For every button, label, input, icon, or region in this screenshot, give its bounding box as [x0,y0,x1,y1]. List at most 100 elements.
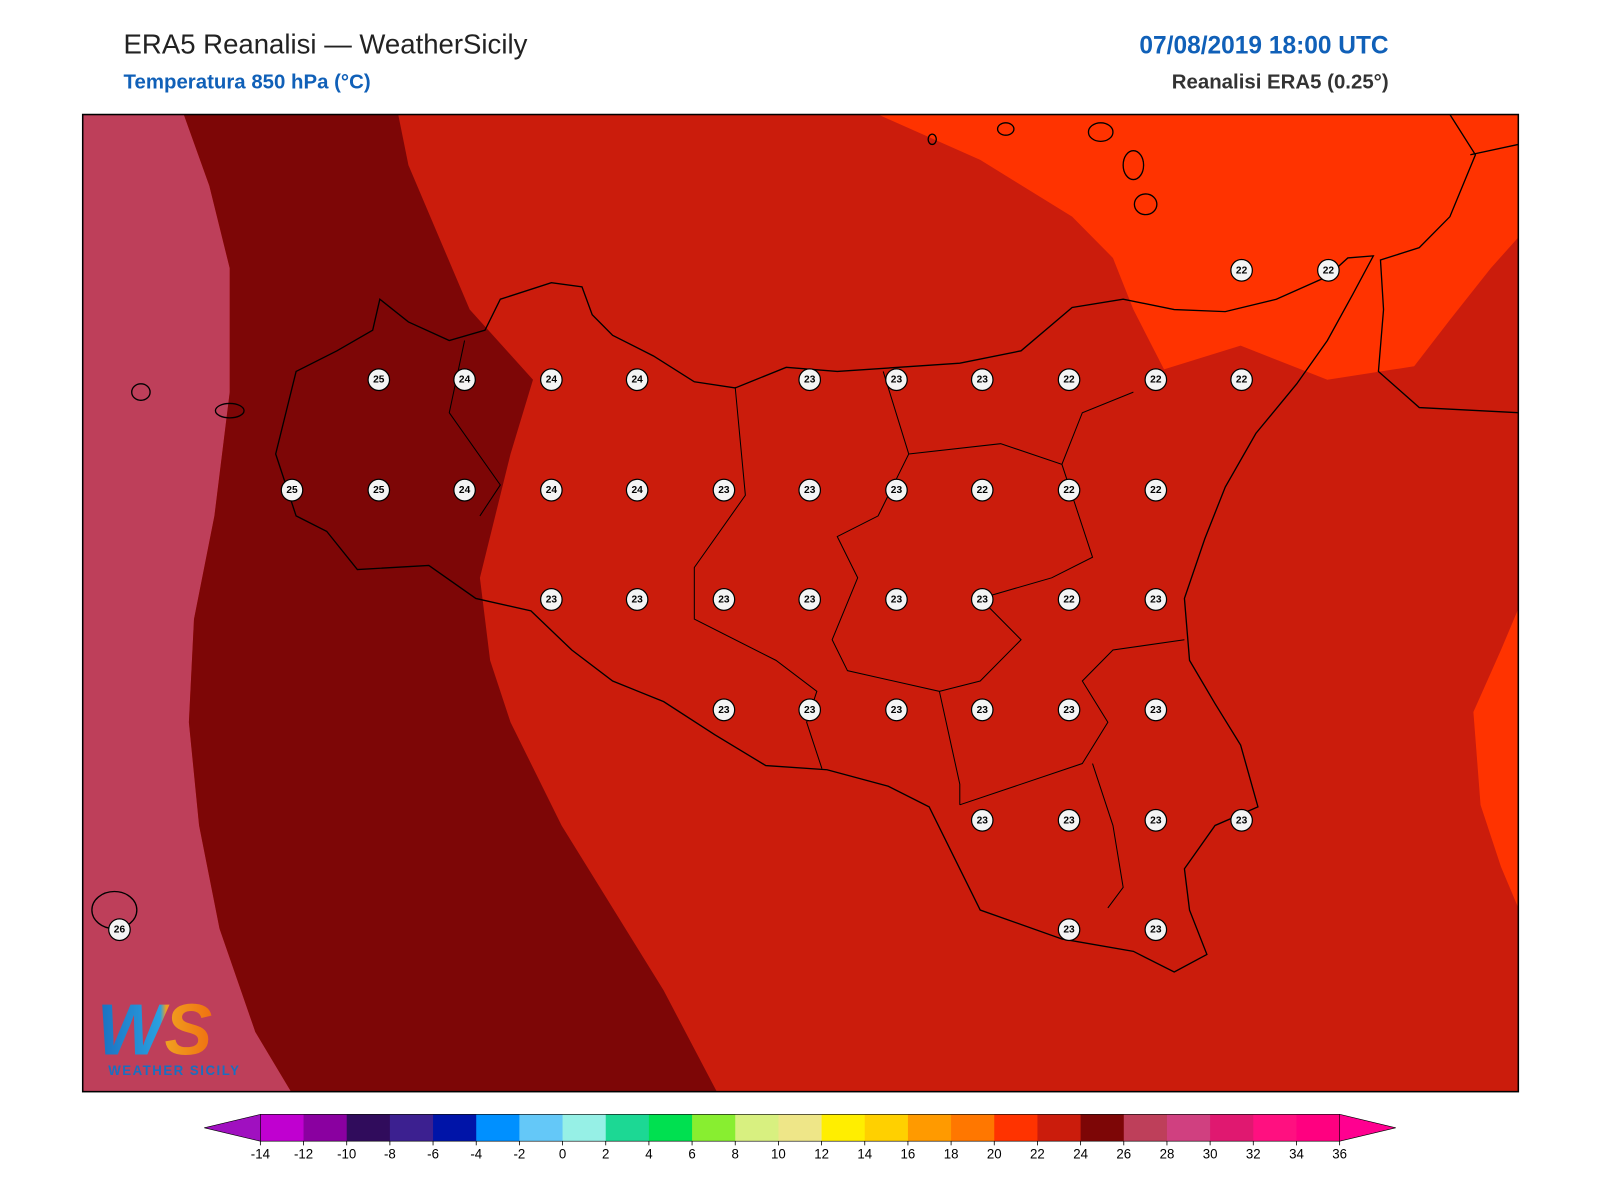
station-marker [540,478,563,502]
station-value: 22 [1150,485,1162,496]
colorbar-segment [476,1114,520,1142]
colorbar-segment [433,1114,477,1142]
station-marker [1317,258,1340,282]
colorbar-tick-label: 0 [559,1147,566,1162]
colorbar-under [204,1113,261,1142]
station: 23 [798,588,822,611]
island [1133,193,1158,216]
station-marker [970,588,994,611]
station-marker [1057,478,1081,502]
station-value: 24 [459,375,471,386]
station-marker [453,478,476,502]
station-marker [1144,698,1168,722]
colorbar-segment [907,1114,952,1142]
station: 23 [1144,588,1168,611]
station-value: 22 [1323,265,1335,276]
station-marker [970,808,994,832]
station-marker [453,368,476,392]
station-marker [1057,698,1081,722]
field-24-26 [183,114,717,1092]
station-value: 23 [804,705,816,716]
station: 23 [1144,808,1168,832]
colorbar-tick-label: -2 [513,1147,525,1162]
station-value: 23 [891,375,903,386]
colorbar-tick-label: 12 [814,1147,829,1162]
field-26-28 [82,114,292,1092]
colorbar-segment [778,1114,823,1142]
colorbar-segment [735,1114,779,1142]
station-value: 22 [1236,265,1248,276]
station: 23 [885,698,908,722]
station-marker [1057,808,1081,832]
station-value: 24 [631,375,643,386]
station-value: 25 [373,375,385,386]
station-marker [1230,368,1253,392]
station-marker [798,588,822,611]
station: 22 [970,478,994,502]
colorbar-segment [648,1114,693,1142]
station: 23 [798,698,822,722]
station-value: 24 [546,485,558,496]
colorbar-tick-label: 26 [1116,1147,1131,1162]
station-marker [1057,918,1081,942]
colorbar-segment [260,1114,305,1142]
station: 24 [453,478,476,502]
station: 23 [1230,808,1253,832]
station-value: 23 [804,375,816,386]
station-value: 24 [459,485,471,496]
station-value: 22 [1063,375,1075,386]
station-value: 23 [1063,815,1075,826]
station-marker [712,698,736,722]
source: Reanalisi ERA5 (0.25°) [1172,71,1389,94]
station-marker [625,588,649,611]
station: 23 [885,588,908,611]
station-marker [1230,258,1253,282]
coastlines [91,114,1519,973]
station: 24 [540,368,563,392]
colorbar-tick-label: 20 [987,1147,1002,1162]
station-value: 22 [1236,375,1248,386]
station-marker [625,368,649,392]
station-marker [712,478,736,502]
title: ERA5 Reanalisi — WeatherSicily [124,29,528,60]
colorbar-tick-label: 4 [645,1147,653,1162]
station-value: 23 [977,375,989,386]
colorbar-segment [303,1114,348,1142]
colorbar-tick-label: 10 [771,1147,786,1162]
colorbar-segment [994,1114,1038,1142]
colorbar-tick-label: 32 [1246,1147,1261,1162]
colorbar-tick-label: 14 [857,1147,872,1162]
colorbar-tick-label: -4 [470,1147,482,1162]
island [131,383,151,402]
colorbar-segment [346,1114,391,1142]
map-area: 25 24 24 24 23 23 23 22 22 22 22 22 25 25 24 24 24 23 23 23… [82,114,1519,1092]
station-value: 22 [1150,375,1162,386]
colorbar-segment [1296,1114,1341,1142]
station-marker [1144,918,1168,942]
station-marker [798,368,822,392]
station-marker [1144,808,1168,832]
station-marker [970,698,994,722]
station-marker [885,478,908,502]
station: 23 [885,478,908,502]
station: 22 [1057,588,1081,611]
map-frame [81,113,1520,1093]
colorbar-tick-label: 22 [1030,1147,1045,1162]
island [214,402,245,419]
station-value: 22 [1063,485,1075,496]
station-marker [1057,588,1081,611]
station-marker [367,478,391,502]
station-value: 26 [114,925,126,936]
station: 25 [367,478,391,502]
station: 22 [1144,478,1168,502]
station: 25 [367,368,391,392]
colorbar-segment [1123,1114,1168,1142]
station-value: 25 [286,485,298,496]
station-marker [885,588,908,611]
station-marker [625,478,649,502]
station: 22 [1230,258,1253,282]
colorbar: -14 -12 -10 -8 -6 -4 -2 0 2 4 6 8 10 12 14 16 18 20 22 24 26… [204,1113,1396,1162]
colorbar-segment [389,1114,434,1142]
colorbar-tick-label: 34 [1289,1147,1304,1162]
